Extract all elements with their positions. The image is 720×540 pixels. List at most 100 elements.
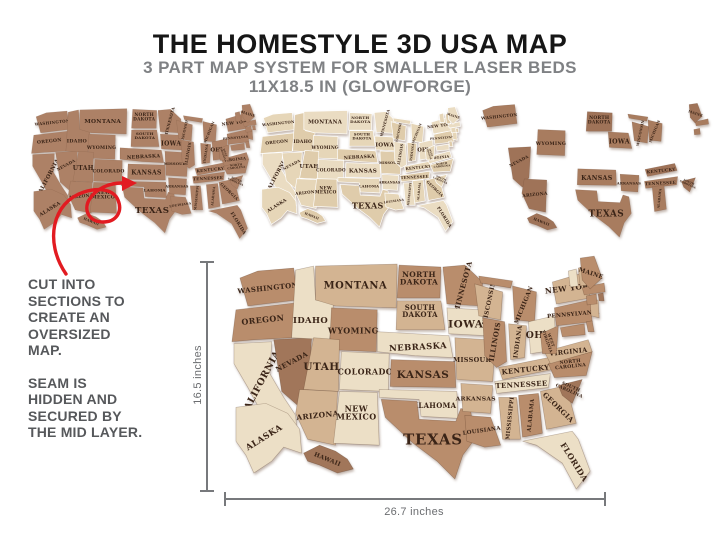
state-label-tx: TEXAS — [403, 430, 463, 448]
state-label-ky: KENTUCKY — [196, 166, 224, 174]
state-ks — [577, 168, 617, 186]
state-label-ar: ARKANSAS — [455, 395, 496, 402]
state-mi — [478, 275, 513, 289]
state-hi — [303, 444, 354, 474]
state-mt — [303, 110, 348, 135]
state-tn — [644, 176, 678, 189]
state-label-va: VIRGINIA — [223, 155, 247, 162]
state-label-tn: TENNESSEE — [495, 379, 548, 391]
state-tx — [575, 189, 632, 238]
subtitle-line1: 3 PART MAP SYSTEM FOR SMALLER LASER BEDS — [143, 58, 577, 78]
state-wv — [424, 144, 436, 161]
state-label-nd: NORTH DAKOTA — [400, 270, 438, 286]
state-ma — [242, 119, 257, 127]
state-label-wy: WYOMING — [327, 327, 379, 336]
state-ms — [189, 185, 203, 211]
state-wy — [329, 307, 378, 352]
state-sc — [681, 177, 696, 193]
state-ut — [72, 151, 94, 183]
state-mi — [392, 117, 412, 125]
state-ne — [337, 148, 379, 163]
state-label-ar: ARKANSAS — [616, 181, 641, 185]
state-label-al: ALABAMA — [656, 188, 662, 210]
state-label-nc: NORTHCAROLINA — [227, 162, 246, 171]
state-ct — [245, 125, 252, 133]
state-label-tn: TENNESSEE — [193, 175, 223, 182]
state-il — [482, 317, 507, 368]
state-de — [585, 320, 595, 333]
state-label-nd: NORTH DAKOTA — [350, 115, 371, 124]
height-dimension-line — [206, 261, 208, 492]
state-ms — [498, 397, 521, 440]
state-ok — [378, 389, 459, 419]
state-label-ny: NEW YORK — [427, 121, 455, 129]
state-label-sd: SOUTH DAKOTA — [352, 133, 371, 141]
state-label-id: IDAHO — [293, 315, 328, 325]
state-ky — [644, 163, 678, 177]
state-nd — [348, 112, 373, 131]
state-label-tx: TEXAS — [352, 202, 384, 211]
height-dimension: 16.5 inches — [192, 261, 221, 492]
state-label-ne: NEBRASKA — [127, 153, 161, 161]
state-label-hi: HAWAII — [83, 217, 100, 227]
state-label-me: MAINE — [688, 109, 704, 118]
state-label-ut: UTAH — [303, 361, 339, 373]
state-label-wy: WYOMING — [311, 146, 339, 151]
state-me — [241, 103, 255, 124]
state-sd — [130, 129, 160, 147]
state-fl — [522, 430, 591, 490]
state-de — [448, 140, 454, 147]
note-cut-into-sections: CUT INTO SECTIONS TO CREATE AN OVERSIZED… — [28, 276, 125, 358]
state-label-ms: MISSISSIPPI — [505, 396, 515, 440]
page-title: THE HOMESTYLE 3D USA MAP — [152, 29, 568, 59]
state-sc — [433, 173, 448, 188]
usa-map-large: WASHINGTONOREGONCALIFORNIANEVADAIDAHOMON… — [231, 255, 606, 490]
state-label-ks: KANSAS — [131, 170, 161, 177]
side-notes: CUT INTO SECTIONS TO CREATE AN OVERSIZED… — [28, 276, 144, 457]
state-ne — [376, 331, 454, 358]
state-label-nc: NORTHCAROLINA — [554, 357, 586, 371]
subtitle-line2: 11X18.5 IN (GLOWFORGE) — [248, 76, 472, 96]
width-dimension-line — [224, 498, 606, 500]
state-label-ok: OKLAHOMA — [406, 401, 457, 410]
state-label-la: LOUISIANA — [383, 198, 404, 205]
state-ks — [389, 359, 457, 388]
state-ia — [607, 131, 633, 149]
state-wa — [482, 104, 518, 128]
state-tn — [399, 170, 431, 183]
state-label-mn: MINNESOTA — [379, 109, 390, 138]
state-label-wa: WASHINGTON — [33, 118, 70, 127]
header: THE HOMESTYLE 3D USA MAP 3 PART MAP SYST… — [0, 30, 720, 95]
state-label-or: OREGON — [265, 139, 288, 146]
state-me — [447, 106, 460, 125]
state-ri — [597, 292, 605, 302]
state-label-ut: UTAH — [299, 164, 319, 170]
state-ks — [345, 162, 381, 178]
note-seam-hidden: SEAM IS HIDDEN AND SECURED BY THE MID LA… — [28, 374, 143, 441]
state-label-tx: TEXAS — [589, 210, 625, 220]
height-dimension-cap-top — [200, 261, 214, 263]
state-label-wy: WYOMING — [535, 141, 566, 147]
state-mi — [627, 113, 649, 122]
state-md — [435, 143, 450, 152]
state-or — [31, 130, 69, 154]
state-tn — [192, 171, 225, 184]
state-label-in: INDIANA — [203, 144, 210, 164]
state-label-az: ARIZONA — [294, 189, 319, 197]
state-nm — [333, 391, 380, 446]
state-label-co: COLORADO — [338, 367, 394, 376]
state-label-sc: SOUTHCAROLINA — [679, 176, 698, 189]
state-label-wi: WISCONSIN — [394, 120, 403, 145]
state-label-al: ALABAMA — [527, 398, 537, 433]
state-ct — [693, 128, 701, 136]
state-la — [464, 414, 502, 448]
state-label-ne: NEBRASKA — [344, 154, 376, 162]
state-label-pa: PENNSYLVANIA — [430, 134, 459, 140]
state-label-mo: MISSOURI — [379, 161, 401, 165]
state-label-wa: WASHINGTON — [480, 112, 518, 121]
state-az — [521, 178, 547, 213]
state-label-nd: NORTH DAKOTA — [588, 115, 611, 125]
state-label-al: ALABAMA — [416, 182, 422, 202]
height-dimension-label: 16.5 inches — [192, 345, 204, 405]
